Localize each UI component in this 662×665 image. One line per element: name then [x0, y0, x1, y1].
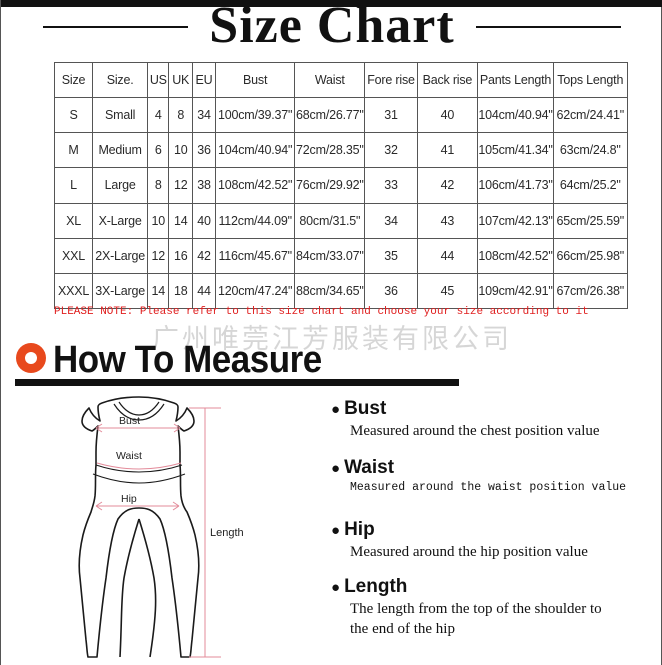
svg-text:Bust: Bust: [119, 415, 140, 427]
svg-text:Hip: Hip: [121, 493, 137, 505]
svg-text:Waist: Waist: [116, 450, 142, 462]
svg-text:Length: Length: [210, 527, 244, 539]
